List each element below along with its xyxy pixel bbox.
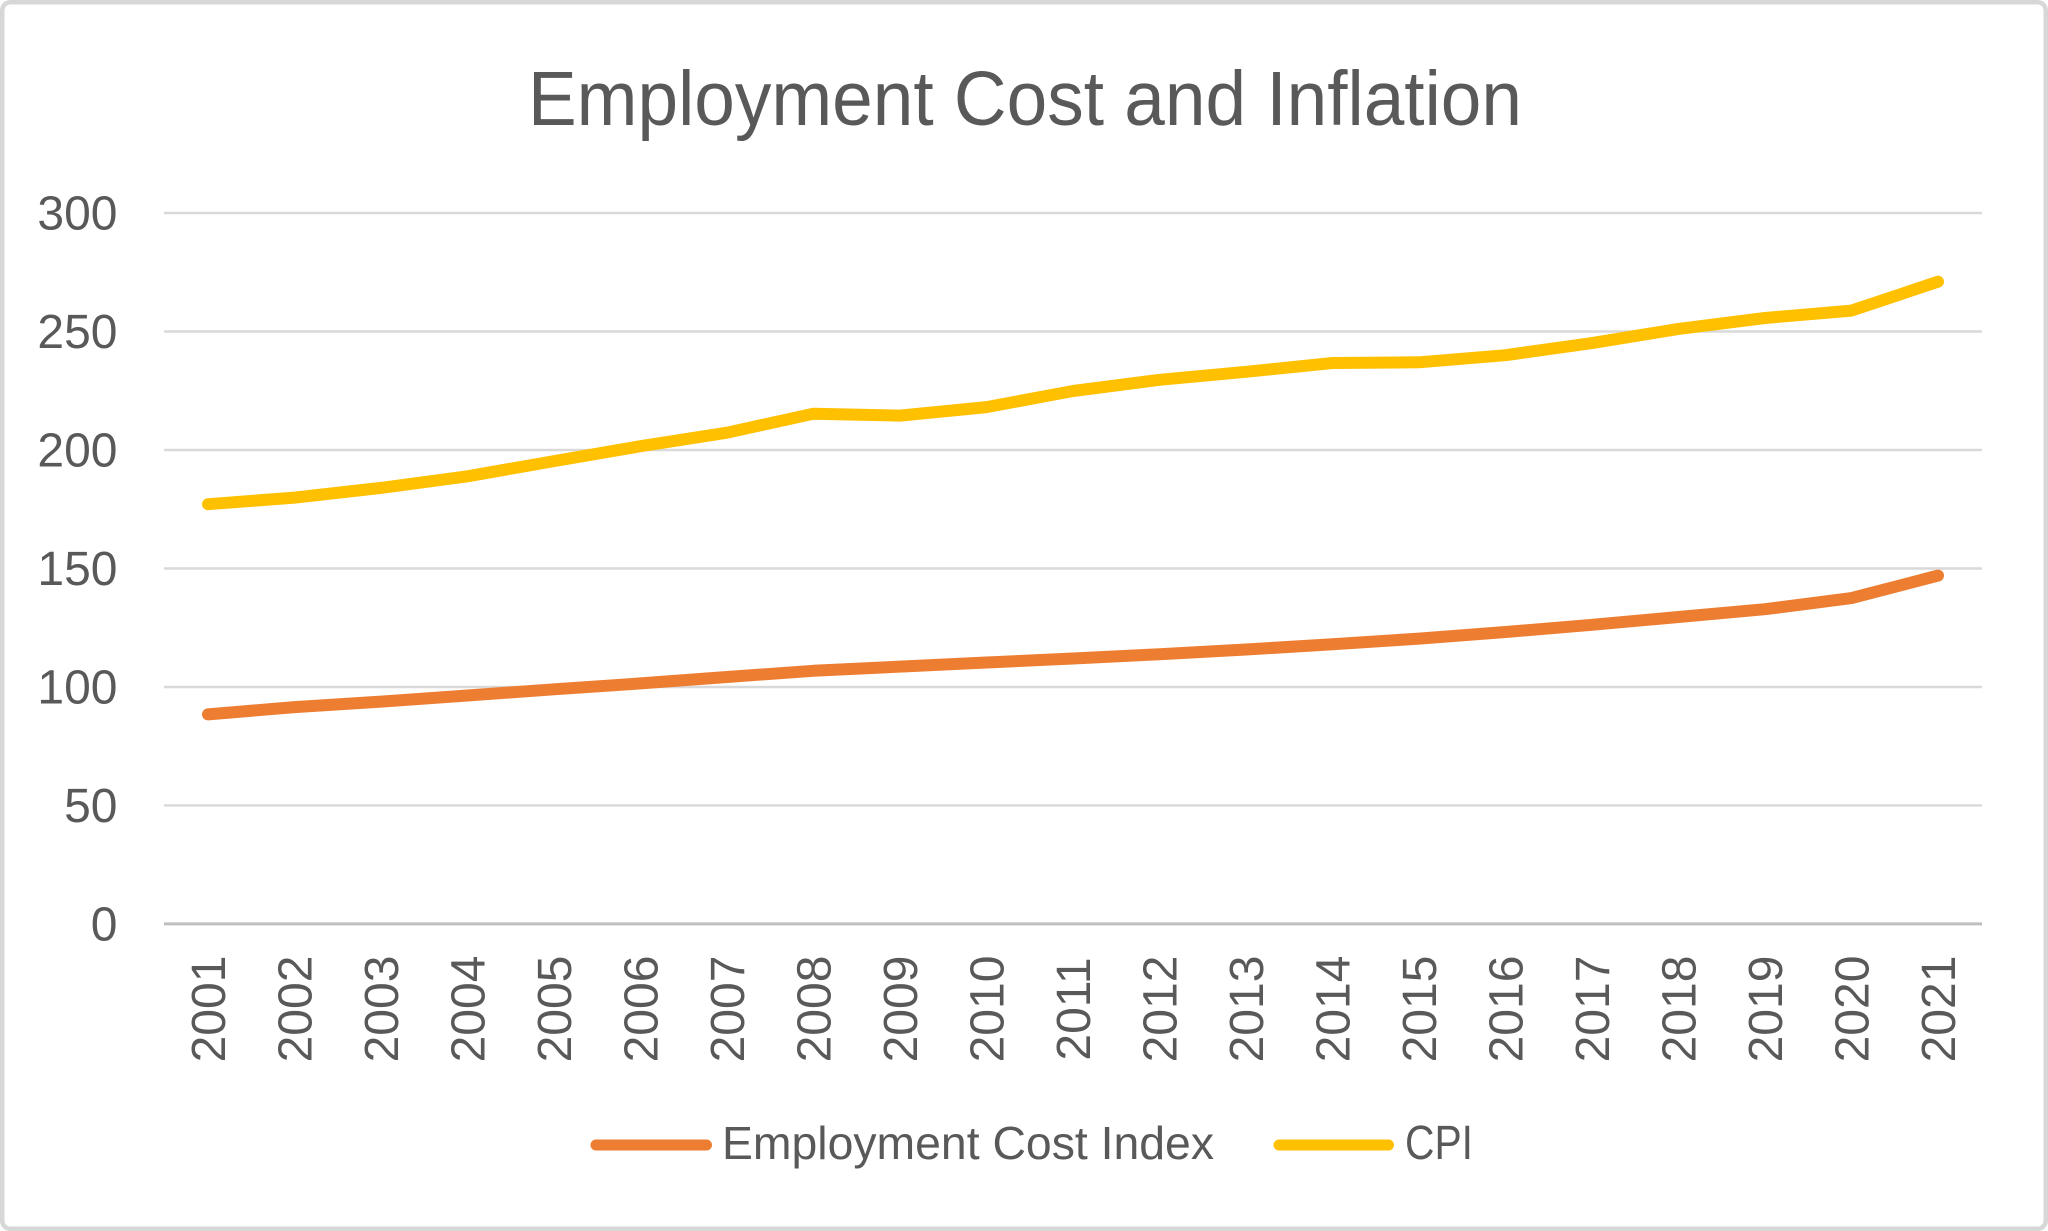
svg-text:250: 250 — [37, 306, 117, 359]
svg-text:2019: 2019 — [1740, 956, 1793, 1063]
svg-text:Employment Cost and Inflation: Employment Cost and Inflation — [528, 56, 1522, 142]
svg-text:2018: 2018 — [1654, 956, 1707, 1063]
svg-text:300: 300 — [37, 188, 117, 241]
svg-text:2007: 2007 — [702, 956, 755, 1063]
svg-text:2009: 2009 — [875, 956, 928, 1063]
svg-text:2001: 2001 — [183, 956, 236, 1063]
svg-text:Employment Cost Index: Employment Cost Index — [722, 1117, 1214, 1169]
svg-text:2012: 2012 — [1135, 956, 1188, 1063]
svg-text:50: 50 — [64, 780, 117, 833]
svg-text:2021: 2021 — [1913, 956, 1966, 1063]
svg-text:2017: 2017 — [1567, 956, 1620, 1063]
svg-text:2006: 2006 — [616, 956, 669, 1063]
svg-text:100: 100 — [37, 662, 117, 715]
svg-text:2008: 2008 — [789, 956, 842, 1063]
svg-text:0: 0 — [91, 898, 118, 951]
svg-text:2020: 2020 — [1827, 956, 1880, 1063]
svg-text:CPI: CPI — [1405, 1117, 1473, 1170]
svg-text:2003: 2003 — [356, 956, 409, 1063]
svg-text:2010: 2010 — [962, 956, 1015, 1063]
svg-text:2002: 2002 — [270, 956, 323, 1063]
svg-text:2013: 2013 — [1221, 956, 1274, 1063]
svg-text:2005: 2005 — [529, 956, 582, 1063]
svg-text:2016: 2016 — [1481, 956, 1534, 1063]
svg-text:2014: 2014 — [1308, 956, 1361, 1063]
svg-text:2015: 2015 — [1394, 956, 1447, 1063]
svg-text:2004: 2004 — [443, 956, 496, 1063]
svg-text:2011: 2011 — [1048, 957, 1101, 1060]
svg-text:200: 200 — [37, 425, 117, 478]
svg-text:150: 150 — [37, 543, 117, 596]
